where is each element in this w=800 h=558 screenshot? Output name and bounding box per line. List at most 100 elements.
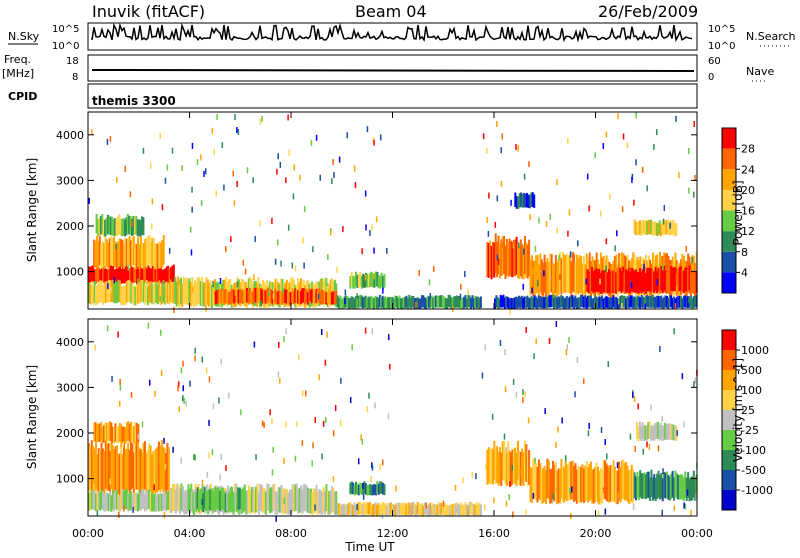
power-echo-2-21 (117, 279, 120, 302)
velocity-echo-0-42 (146, 449, 149, 494)
power-speck-102 (567, 137, 569, 144)
velocity-echo-2-28 (133, 425, 136, 444)
velocity-speck-183 (604, 438, 606, 445)
power-echo-6-59 (419, 298, 422, 309)
power-echo-1-32 (138, 244, 141, 270)
power-echo-8-29 (526, 244, 529, 279)
power-echo-6-72 (437, 295, 440, 308)
power-echo-12-46 (558, 296, 561, 309)
power-echo-1-11 (108, 238, 111, 267)
velocity-echo-9-18 (658, 474, 661, 500)
power-echo-12-24 (527, 297, 530, 309)
power-echo-4-24 (208, 282, 211, 307)
velocity-echo-0-4 (93, 448, 96, 494)
velocity-echo-7-16 (508, 450, 511, 486)
velocity-echo-5-3 (340, 505, 343, 516)
power-echo-10-41 (643, 266, 646, 291)
power-speck-138 (538, 217, 540, 224)
power-echo-6-100 (477, 296, 480, 309)
power-speck-235 (189, 226, 192, 233)
power-echo-12-101 (636, 295, 639, 308)
velocity-echo-5-47 (402, 502, 405, 515)
velocity-echo-2-11 (108, 421, 111, 441)
power-echo-6-69 (433, 295, 436, 308)
power-speck-152 (259, 118, 262, 125)
power-echo-6-41 (394, 295, 397, 308)
power-echo-2-56 (166, 282, 169, 304)
velocity-speck-176 (532, 492, 535, 499)
velocity-echo-5-54 (412, 501, 415, 515)
freq-trace (91, 69, 695, 72)
power-echo-12-75 (599, 297, 602, 309)
power-speck-21 (517, 145, 519, 152)
velocity-echo-9-9 (646, 471, 649, 499)
velocity-speck-171 (389, 363, 391, 370)
power-speck-206 (373, 139, 375, 146)
velocity-echo-6-11 (364, 483, 368, 495)
velocity-ytick-label-2: 3000 (56, 381, 84, 394)
x-ticks: 00:00 04:00 08:00 12:00 16:00 20:00 00:00 (72, 112, 713, 540)
power-echo-12-114 (654, 296, 657, 309)
power-echo-9-29 (570, 261, 573, 297)
power-speck-254 (191, 206, 193, 213)
velocity-speck-162 (285, 328, 287, 335)
power-echo-0-27 (126, 265, 129, 283)
velocity-echo-5-43 (397, 503, 400, 515)
velocity-speck-247 (388, 334, 390, 341)
power-echo-4-16 (196, 277, 199, 305)
velocity-echo-5-42 (395, 502, 398, 515)
power-speck-36 (344, 289, 347, 296)
x-axis-label: Time UT (344, 540, 395, 554)
velocity-echo-3-102 (312, 488, 315, 514)
power-echo-3-19 (122, 218, 125, 236)
power-echo-12-5 (501, 295, 504, 308)
power-echo-7-12 (366, 273, 369, 288)
xtick-label-5: 20:00 (580, 527, 612, 540)
velocity-speck-231 (587, 430, 590, 437)
velocity-echo-1-11 (103, 494, 106, 512)
power-speck-89 (605, 131, 608, 138)
velocity-echo-2-9 (105, 422, 108, 442)
velocity-echo-5-70 (434, 504, 437, 516)
velocity-echo-3-110 (324, 491, 327, 515)
power-echo-12-77 (602, 298, 605, 309)
power-echo-8-8 (497, 235, 500, 275)
velocity-speck-78 (179, 488, 181, 495)
power-echo-13-5 (521, 194, 524, 208)
power-echo-6-89 (461, 297, 464, 309)
power-echo-4-0 (174, 277, 177, 305)
velocity-echo-3-96 (304, 484, 307, 511)
power-echo-7-10 (363, 274, 366, 288)
power-speck-190 (242, 259, 245, 266)
velocity-speck-239 (283, 458, 285, 465)
velocity-echo-5-17 (360, 503, 363, 515)
velocity-echo-5-26 (373, 503, 376, 516)
velocity-speck-119 (475, 473, 477, 480)
velocity-echo-2-5 (100, 422, 103, 442)
velocity-echo-3-53 (243, 484, 246, 512)
power-speck-147 (635, 159, 637, 166)
velocity-echo-9-12 (650, 469, 653, 497)
power-echo-5-61 (301, 288, 304, 303)
power-echo-2-57 (168, 284, 171, 305)
velocity-speck-64 (120, 441, 122, 448)
power-echo-5-3 (219, 291, 222, 305)
velocity-speck-134 (524, 391, 527, 398)
velocity-echo-3-68 (264, 491, 267, 515)
power-echo-5-80 (328, 290, 331, 304)
velocity-echo-3-10 (183, 491, 186, 515)
power-echo-5-21 (244, 288, 247, 303)
velocity-echo-5-75 (441, 502, 444, 515)
power-speck-10 (617, 113, 619, 120)
velocity-echo-1-44 (149, 494, 152, 512)
velocity-echo-3-60 (253, 490, 256, 514)
velocity-echo-0-23 (120, 443, 123, 491)
power-echo-9-0 (529, 258, 532, 295)
power-echo-10-36 (636, 271, 639, 294)
power-echo-10-35 (634, 269, 637, 293)
velocity-echo-4-3 (193, 489, 196, 511)
power-echo-10-7 (595, 268, 598, 292)
velocity-echo-9-1 (634, 476, 637, 501)
power-echo-12-43 (554, 295, 557, 308)
power-echo-2-5 (95, 285, 98, 305)
